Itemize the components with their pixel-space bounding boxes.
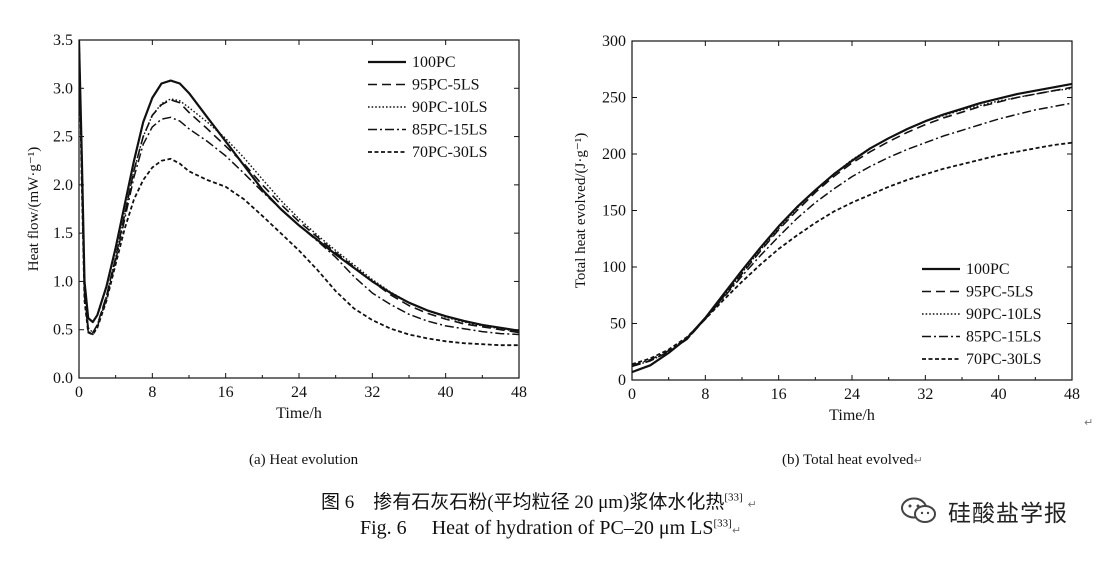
return-mark: ↵ — [747, 498, 757, 511]
figure-caption-en-label: Fig. 6 — [360, 517, 407, 539]
panel-a-caption-text: (a) Heat evolution — [249, 452, 359, 468]
x-tick-label: 48 — [511, 384, 527, 401]
figure-caption-en-text: Heat of hydration of PC–20 μm LS — [431, 517, 714, 539]
y-tick-label: 1.5 — [53, 225, 73, 242]
figure-caption-cn-label: 图 6 — [321, 492, 355, 513]
wechat-icon — [901, 497, 936, 523]
series-line-90pc-10ls — [632, 87, 1072, 368]
legend: 100PC 95PC-5LS 90PC-10LS 85PC-15LS 70PC-30LS — [922, 261, 1042, 368]
x-tick-label: 16 — [771, 386, 787, 403]
figure-caption-cn-ref: [33] — [724, 491, 743, 504]
y-tick-label: 0.5 — [53, 322, 73, 339]
legend-label: 85PC-15LS — [412, 122, 488, 139]
panel-a-caption: (a) Heat evolution — [249, 452, 358, 469]
x-tick-label: 8 — [701, 386, 709, 403]
legend-label: 70PC-30LS — [966, 351, 1042, 368]
series-line-90pc-10ls — [79, 40, 519, 334]
figure-caption-cn-text: 掺有石灰石粉(平均粒径 20 μm)浆体水化热 — [373, 492, 725, 513]
x-axis-title: Time/h — [276, 405, 322, 422]
y-tick-label: 3.0 — [53, 80, 73, 97]
return-mark: ↵ — [1084, 416, 1093, 429]
y-tick-label: 1.0 — [53, 273, 73, 290]
x-tick-label: 40 — [991, 386, 1007, 403]
x-tick-label: 32 — [917, 386, 933, 403]
y-tick-label: 250 — [602, 90, 626, 107]
x-tick-label: 16 — [218, 384, 234, 401]
chart-total-heat: 0 8 16 24 32 40 48 0 50 100 150 200 250 300 Time/h Tota… — [573, 33, 1080, 424]
chart-heat-evolution: 0 8 16 24 32 40 48 0.0 0.5 1.0 1.5 2.0 2.5 3.0 3.5 Time… — [26, 32, 527, 422]
figure-caption-en-ref: [33] — [713, 517, 732, 530]
y-tick-label: 3.5 — [53, 32, 73, 49]
legend-label: 100PC — [966, 261, 1010, 278]
legend-label: 90PC-10LS — [412, 99, 488, 116]
series-line-70pc-30ls — [632, 141, 1072, 366]
y-tick-label: 2.0 — [53, 177, 73, 194]
y-tick-label: 100 — [602, 259, 626, 276]
x-tick-label: 48 — [1064, 386, 1080, 403]
panel-b-caption-text: (b) Total heat evolved — [782, 452, 914, 468]
figure-caption-cn: 图 6 掺有石灰石粉(平均粒径 20 μm)浆体水化热[33] ↵ — [321, 487, 757, 514]
y-tick-label: 200 — [602, 146, 626, 163]
series-line-85pc-15ls — [79, 40, 519, 336]
y-axis-title: Heat flow/(mW·g⁻¹) — [26, 147, 42, 271]
series-line-95pc-5ls — [79, 40, 519, 334]
x-tick-label: 0 — [628, 386, 636, 403]
panel-b-caption: (b) Total heat evolved↵ — [782, 452, 923, 469]
legend-label: 70PC-30LS — [412, 144, 488, 161]
legend-label: 100PC — [412, 54, 456, 71]
y-tick-label: 300 — [602, 33, 626, 50]
x-tick-label: 24 — [844, 386, 860, 403]
x-axis-title: Time/h — [829, 407, 875, 424]
watermark-text: 硅酸盐学报 — [948, 501, 1068, 527]
x-tick-label: 32 — [364, 384, 380, 401]
watermark: 硅酸盐学报 — [900, 494, 1068, 528]
return-mark: ↵ — [913, 454, 923, 467]
y-tick-label: 0 — [618, 372, 626, 389]
legend-label: 85PC-15LS — [966, 329, 1042, 346]
x-tick-label: 24 — [291, 384, 307, 401]
y-tick-label: 50 — [610, 316, 626, 333]
legend: 100PC 95PC-5LS 90PC-10LS 85PC-15LS 70PC-30LS — [368, 54, 488, 161]
x-tick-label: 8 — [148, 384, 156, 401]
corner-return-mark: ↵ — [1084, 416, 1093, 429]
y-tick-label: 150 — [602, 203, 626, 220]
figure-caption-en: Fig. 6 Heat of hydration of PC–20 μm LS[… — [360, 517, 741, 540]
x-tick-label: 40 — [438, 384, 454, 401]
legend-label: 95PC-5LS — [966, 284, 1034, 301]
series-line-70pc-30ls — [79, 40, 519, 347]
y-tick-label: 2.5 — [53, 129, 73, 146]
legend-label: 90PC-10LS — [966, 306, 1042, 323]
y-tick-label: 0.0 — [53, 370, 73, 387]
return-mark: ↵ — [731, 524, 742, 537]
y-axis-title: Total heat evolved/(J·g⁻¹) — [573, 133, 589, 288]
x-tick-label: 0 — [75, 384, 83, 401]
legend-label: 95PC-5LS — [412, 77, 480, 94]
